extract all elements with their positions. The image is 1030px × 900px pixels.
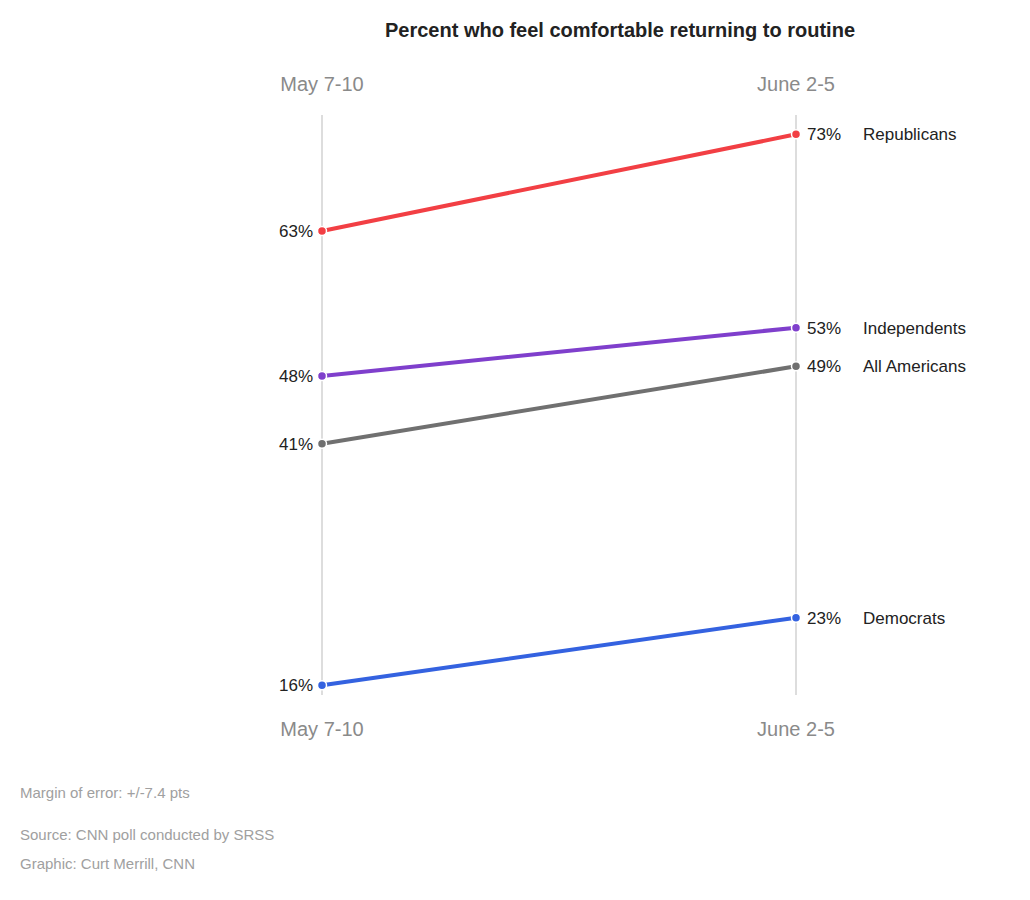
- data-label: 63%: [279, 222, 313, 241]
- series-line: [322, 618, 796, 686]
- source: Source: CNN poll conducted by SRSS: [20, 826, 274, 843]
- series-name: Republicans: [863, 125, 957, 144]
- series-line: [322, 134, 796, 231]
- series-name: Independents: [863, 319, 966, 338]
- data-label: 49%: [807, 357, 841, 376]
- data-label: 16%: [279, 676, 313, 695]
- category-line: [321, 115, 323, 695]
- category-label-top: May 7-10: [280, 73, 363, 95]
- data-label: 23%: [807, 609, 841, 628]
- series-name: Democrats: [863, 609, 945, 628]
- credit: Graphic: Curt Merrill, CNN: [20, 855, 195, 872]
- point: [318, 372, 327, 381]
- series-line: [322, 328, 796, 376]
- point: [792, 130, 801, 139]
- title: Percent who feel comfortable returning t…: [385, 19, 855, 41]
- point: [318, 439, 327, 448]
- category-label-bottom: May 7-10: [280, 718, 363, 740]
- category-label-top: June 2-5: [757, 73, 835, 95]
- category-line: [795, 115, 797, 695]
- point: [318, 227, 327, 236]
- data-label: 41%: [279, 435, 313, 454]
- chart: Percent who feel comfortable returning t…: [0, 0, 1030, 900]
- plot-area: [318, 130, 801, 690]
- data-label: 53%: [807, 319, 841, 338]
- series-line: [322, 366, 796, 443]
- annotation: Margin of error: +/-7.4 pts: [20, 784, 190, 801]
- point: [318, 681, 327, 690]
- point: [792, 362, 801, 371]
- series-name: All Americans: [863, 357, 966, 376]
- category-label-bottom: June 2-5: [757, 718, 835, 740]
- labels: 63% 73% Republicans 48% 53% Independents 41% 49…: [279, 125, 966, 695]
- data-label: 73%: [807, 125, 841, 144]
- point: [792, 323, 801, 332]
- data-label: 48%: [279, 367, 313, 386]
- point: [792, 613, 801, 622]
